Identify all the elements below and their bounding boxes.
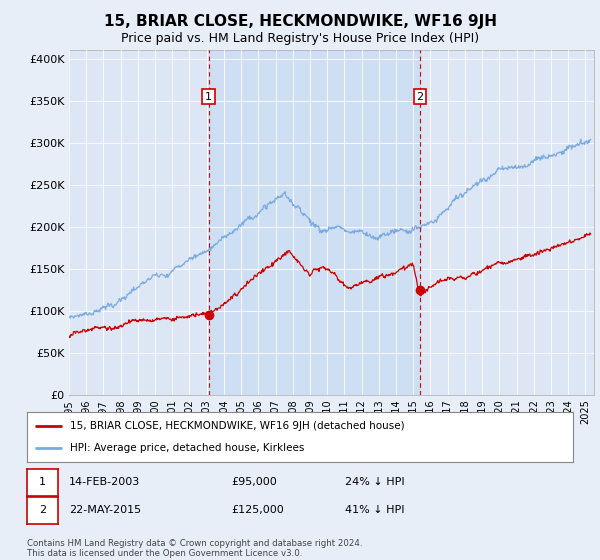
Text: 2: 2 bbox=[39, 505, 46, 515]
Text: 15, BRIAR CLOSE, HECKMONDWIKE, WF16 9JH (detached house): 15, BRIAR CLOSE, HECKMONDWIKE, WF16 9JH … bbox=[70, 421, 404, 431]
Text: 1: 1 bbox=[205, 92, 212, 101]
Text: 22-MAY-2015: 22-MAY-2015 bbox=[69, 505, 141, 515]
Text: 2: 2 bbox=[416, 92, 424, 101]
Text: 24% ↓ HPI: 24% ↓ HPI bbox=[345, 477, 404, 487]
Text: £95,000: £95,000 bbox=[231, 477, 277, 487]
Text: £125,000: £125,000 bbox=[231, 505, 284, 515]
Text: Contains HM Land Registry data © Crown copyright and database right 2024.
This d: Contains HM Land Registry data © Crown c… bbox=[27, 539, 362, 558]
Text: HPI: Average price, detached house, Kirklees: HPI: Average price, detached house, Kirk… bbox=[70, 444, 304, 454]
Text: Price paid vs. HM Land Registry's House Price Index (HPI): Price paid vs. HM Land Registry's House … bbox=[121, 32, 479, 45]
Bar bbox=[209, 50, 420, 395]
Text: 41% ↓ HPI: 41% ↓ HPI bbox=[345, 505, 404, 515]
Text: 1: 1 bbox=[39, 477, 46, 487]
Text: 14-FEB-2003: 14-FEB-2003 bbox=[69, 477, 140, 487]
Text: 15, BRIAR CLOSE, HECKMONDWIKE, WF16 9JH: 15, BRIAR CLOSE, HECKMONDWIKE, WF16 9JH bbox=[104, 14, 497, 29]
